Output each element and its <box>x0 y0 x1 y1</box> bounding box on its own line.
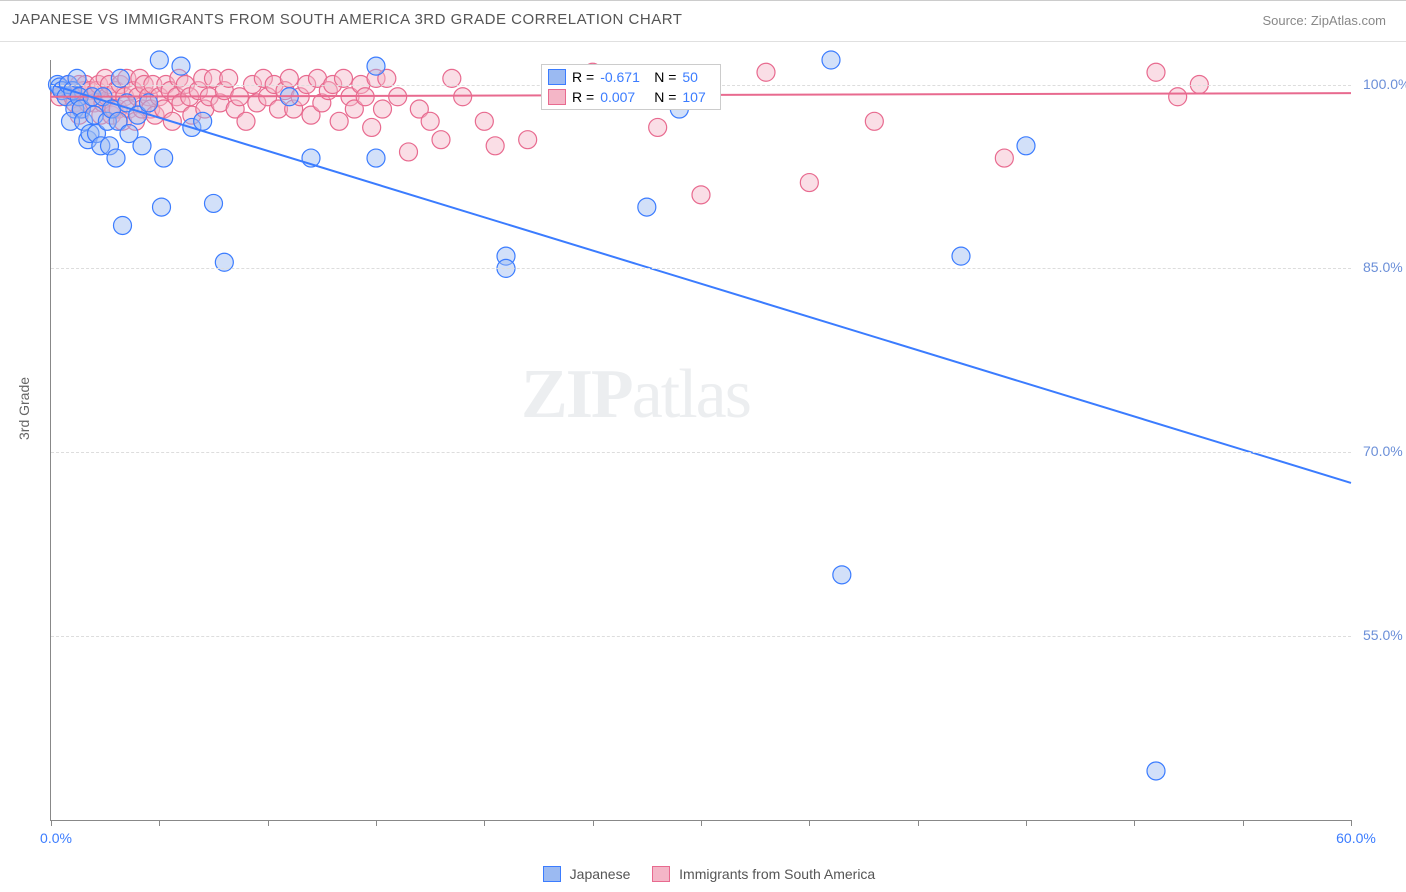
chart-header: JAPANESE VS IMMIGRANTS FROM SOUTH AMERIC… <box>0 0 1406 42</box>
japanese-point <box>638 198 656 216</box>
legend-swatch-japanese <box>548 69 566 85</box>
xtick <box>51 820 52 826</box>
japanese-point <box>150 51 168 69</box>
legend-N-label-2: N = <box>654 89 676 105</box>
legend-swatch-immigrants <box>548 89 566 105</box>
xtick <box>268 820 269 826</box>
xtick <box>1134 820 1135 826</box>
gridline-y <box>51 268 1351 269</box>
immigrants-point <box>363 118 381 136</box>
japanese-point <box>367 57 385 75</box>
immigrants-point <box>432 131 450 149</box>
legend-immigrants-R: 0.007 <box>600 89 648 105</box>
chart-source: Source: ZipAtlas.com <box>1262 13 1386 28</box>
legend-bottom-swatch-japanese <box>543 866 561 882</box>
xtick <box>376 820 377 826</box>
ytick-label: 85.0% <box>1363 259 1403 275</box>
japanese-point <box>114 216 132 234</box>
japanese-point <box>172 57 190 75</box>
gridline-y <box>51 636 1351 637</box>
japanese-point <box>833 566 851 584</box>
immigrants-point <box>800 174 818 192</box>
japanese-point <box>1147 762 1165 780</box>
immigrants-point <box>1147 63 1165 81</box>
japanese-point <box>107 149 125 167</box>
immigrants-point <box>475 112 493 130</box>
legend-row-japanese: R = -0.671 N = 50 <box>548 67 714 87</box>
legend-japanese-N: 50 <box>682 69 714 85</box>
ytick-label: 100.0% <box>1363 76 1406 92</box>
immigrants-point <box>757 63 775 81</box>
immigrants-point <box>374 100 392 118</box>
immigrants-point <box>486 137 504 155</box>
legend-immigrants-N: 107 <box>682 89 714 105</box>
immigrants-point <box>1169 88 1187 106</box>
xtick <box>701 820 702 826</box>
xtick <box>593 820 594 826</box>
legend-bottom-swatch-immigrants <box>652 866 670 882</box>
y-axis-label: 3rd Grade <box>16 377 32 440</box>
xtick-label: 60.0% <box>1331 830 1381 846</box>
gridline-y <box>51 452 1351 453</box>
legend-N-label: N = <box>654 69 676 85</box>
japanese-trendline <box>51 85 1351 483</box>
japanese-point <box>1017 137 1035 155</box>
xtick <box>918 820 919 826</box>
ytick-label: 55.0% <box>1363 627 1403 643</box>
legend-bottom-label-immigrants: Immigrants from South America <box>679 866 875 882</box>
xtick <box>1026 820 1027 826</box>
japanese-point <box>367 149 385 167</box>
xtick <box>1351 820 1352 826</box>
legend-japanese-R: -0.671 <box>600 69 648 85</box>
legend-bottom: Japanese Immigrants from South America <box>50 866 1350 882</box>
xtick <box>159 820 160 826</box>
xtick <box>809 820 810 826</box>
xtick-label: 0.0% <box>31 830 81 846</box>
ytick-label: 70.0% <box>1363 443 1403 459</box>
xtick <box>1243 820 1244 826</box>
plot-area: ZIPatlas R = -0.671 N = 50 R = 0.007 N =… <box>50 60 1351 821</box>
japanese-point <box>133 137 151 155</box>
immigrants-point <box>237 112 255 130</box>
japanese-point <box>205 194 223 212</box>
immigrants-point <box>865 112 883 130</box>
japanese-point <box>822 51 840 69</box>
japanese-point <box>952 247 970 265</box>
immigrants-point <box>692 186 710 204</box>
xtick <box>484 820 485 826</box>
legend-row-immigrants: R = 0.007 N = 107 <box>548 87 714 107</box>
immigrants-point <box>649 118 667 136</box>
immigrants-point <box>400 143 418 161</box>
legend-bottom-label-japanese: Japanese <box>570 866 631 882</box>
immigrants-point <box>330 112 348 130</box>
immigrants-point <box>995 149 1013 167</box>
japanese-point <box>155 149 173 167</box>
legend-R-label-2: R = <box>572 89 594 105</box>
japanese-point <box>153 198 171 216</box>
chart-title: JAPANESE VS IMMIGRANTS FROM SOUTH AMERIC… <box>12 11 682 28</box>
immigrants-point <box>519 131 537 149</box>
immigrants-point <box>454 88 472 106</box>
legend-R-label: R = <box>572 69 594 85</box>
immigrants-point <box>421 112 439 130</box>
chart-svg <box>51 60 1351 820</box>
legend-stats-box: R = -0.671 N = 50 R = 0.007 N = 107 <box>541 64 721 110</box>
japanese-point <box>194 112 212 130</box>
